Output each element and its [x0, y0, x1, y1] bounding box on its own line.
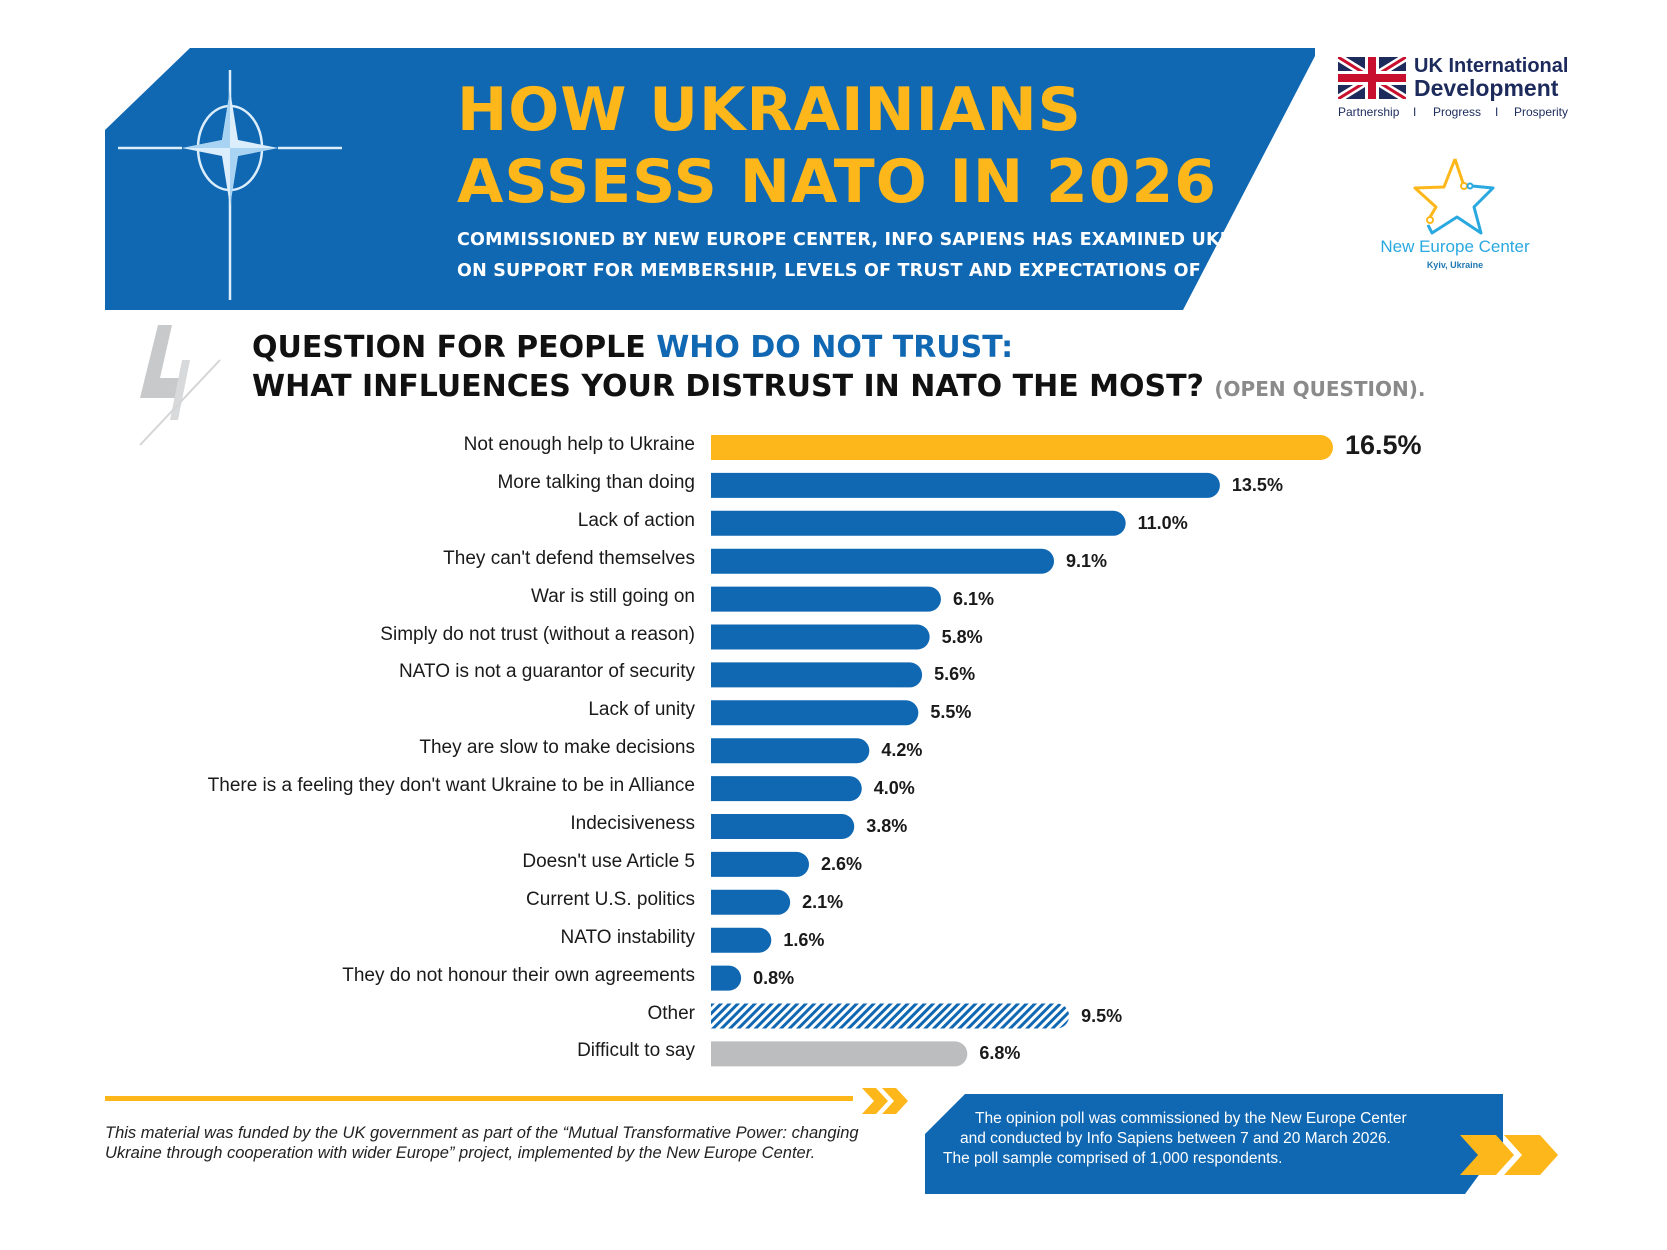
- value-label: 6.1%: [952, 588, 994, 609]
- bar-16: [711, 1003, 1070, 1029]
- nec-name: New Europe Center: [1380, 237, 1530, 256]
- value-label: 0.8%: [753, 967, 795, 988]
- bar-15: [711, 965, 742, 991]
- uk-tag-progress: Progress: [1433, 105, 1482, 119]
- value-label: 11.0%: [1137, 512, 1188, 533]
- question-line-2: WHAT INFLUENCES YOUR DISTRUST IN NATO TH…: [252, 372, 1425, 402]
- funding-disclaimer: This material was funded by the UK gover…: [105, 1124, 859, 1162]
- value-label: 4.2%: [881, 740, 923, 761]
- value-label: 9.5%: [1081, 1005, 1123, 1026]
- title-line-1: HOW UKRAINIANS: [457, 75, 1082, 145]
- category-label: NATO is not a guarantor of security: [398, 661, 695, 683]
- bar-1: [711, 435, 1333, 460]
- bar-2: [711, 472, 1220, 498]
- subtitle-line-2: ON SUPPORT FOR MEMBERSHIP, LEVELS OF TRU…: [457, 261, 1350, 281]
- subtitle-line-1: COMMISSIONED BY NEW EUROPE CENTER, INFO …: [457, 230, 1394, 250]
- nato-emblem-icon: [118, 70, 342, 300]
- category-label: Difficult to say: [577, 1040, 695, 1062]
- value-label: 3.8%: [866, 816, 908, 836]
- category-label: Lack of unity: [588, 699, 695, 721]
- category-label: They do not honour their own agreements: [342, 964, 695, 986]
- value-label: 5.8%: [941, 626, 983, 647]
- uk-tag-prosperity: Prosperity: [1514, 105, 1569, 119]
- category-label: Not enough help to Ukraine: [463, 434, 695, 455]
- uk-tag-separator: I: [1413, 105, 1417, 119]
- category-label: There is a feeling they don't want Ukrai…: [207, 775, 695, 797]
- value-label: 6.8%: [979, 1043, 1021, 1064]
- bar-8: [711, 700, 919, 726]
- uk-logo-line-2: Development: [1414, 75, 1559, 101]
- value-label: 16.5%: [1345, 430, 1422, 460]
- uk-logo-line-1: UK International: [1414, 55, 1569, 77]
- bar-4: [711, 548, 1055, 574]
- question-number-4-icon: [139, 325, 221, 446]
- value-label: 1.6%: [783, 929, 825, 950]
- bar-14: [711, 927, 772, 953]
- value-label: 5.6%: [934, 664, 976, 685]
- uk-international-development-logo: UK International Development Partnership…: [1338, 55, 1578, 125]
- union-jack-flag-icon: [1338, 57, 1406, 99]
- category-label: Simply do not trust (without a reason): [380, 623, 695, 645]
- question-line-1-black: QUESTION FOR PEOPLE: [252, 330, 657, 365]
- poll-chevrons-icon: [1460, 1135, 1558, 1175]
- question-line-1: QUESTION FOR PEOPLE WHO DO NOT TRUST:: [252, 333, 1013, 363]
- uk-tag-separator: I: [1495, 105, 1499, 119]
- bar-11: [711, 814, 855, 839]
- title-line-2: ASSESS NATO IN 2026: [457, 147, 1218, 217]
- nec-city: Kyiv, Ukraine: [1426, 260, 1484, 270]
- category-label: Indecisiveness: [570, 813, 695, 834]
- footer-divider: [105, 1096, 853, 1101]
- question-open-label: (OPEN QUESTION).: [1214, 377, 1426, 401]
- header-banner: HOW UKRAINIANS ASSESS NATO IN 2026 COMMI…: [105, 48, 1393, 310]
- poll-line-2: and conducted by Info Sapiens between 7 …: [960, 1130, 1391, 1147]
- bar-13: [711, 889, 791, 915]
- bar-12: [711, 851, 810, 877]
- uk-tag-partnership: Partnership: [1338, 105, 1400, 119]
- question-line-2-black: WHAT INFLUENCES YOUR DISTRUST IN NATO TH…: [252, 369, 1215, 404]
- poll-info-box: The opinion poll was commissioned by the…: [925, 1094, 1503, 1194]
- nec-star-icon: [1413, 158, 1495, 235]
- bar-3: [711, 510, 1126, 536]
- category-label: More talking than doing: [497, 471, 695, 493]
- category-label: Other: [647, 1002, 695, 1024]
- category-label: Doesn't use Article 5: [522, 850, 695, 872]
- poll-line-3: The poll sample comprised of 1,000 respo…: [943, 1150, 1283, 1167]
- poll-box-shape: [925, 1094, 1503, 1194]
- category-label: Current U.S. politics: [526, 888, 695, 910]
- poll-line-1: The opinion poll was commissioned by the…: [975, 1110, 1407, 1127]
- value-label: 2.6%: [821, 853, 863, 874]
- category-label: They are slow to make decisions: [419, 737, 695, 759]
- value-label: 9.1%: [1066, 550, 1108, 571]
- category-label: NATO instability: [560, 926, 695, 948]
- question-line-1-blue: WHO DO NOT TRUST:: [656, 330, 1014, 365]
- bar-5: [711, 586, 941, 612]
- bar-17: [711, 1041, 968, 1067]
- value-label: 4.0%: [873, 778, 915, 799]
- value-label: 5.5%: [930, 702, 972, 723]
- category-label: Lack of action: [577, 509, 695, 531]
- category-label: They can't defend themselves: [443, 547, 695, 569]
- banner-shape: [105, 48, 1315, 310]
- bar-7: [711, 662, 923, 688]
- value-label: 13.5%: [1231, 474, 1283, 495]
- bar-9: [711, 738, 870, 764]
- bar-6: [711, 624, 930, 650]
- footer-chevrons-icon: [862, 1088, 908, 1114]
- category-label: War is still going on: [530, 585, 695, 607]
- new-europe-center-logo: New Europe Center Kyiv, Ukraine: [1360, 155, 1550, 275]
- value-label: 2.1%: [802, 891, 844, 912]
- bar-10: [711, 776, 862, 802]
